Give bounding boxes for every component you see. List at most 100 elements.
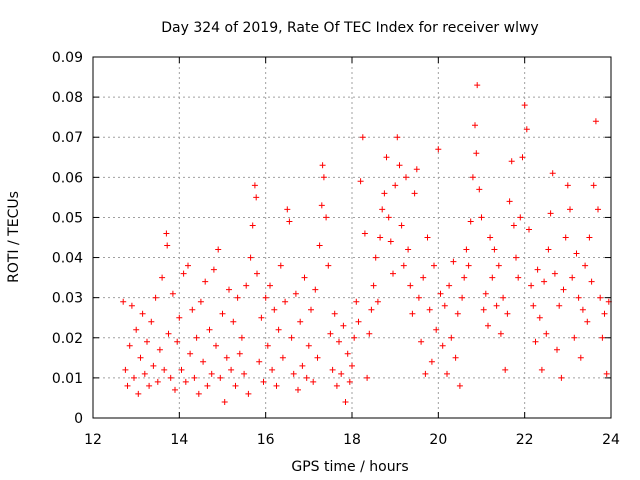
data-point bbox=[340, 322, 347, 329]
data-point bbox=[364, 374, 371, 381]
data-point bbox=[336, 338, 342, 345]
y-tick-label: 0.08 bbox=[52, 90, 83, 106]
data-point bbox=[355, 318, 362, 325]
data-point bbox=[387, 238, 394, 245]
data-point bbox=[213, 342, 219, 349]
data-point bbox=[567, 206, 573, 213]
data-point bbox=[571, 334, 578, 341]
y-tick-label: 0.03 bbox=[52, 291, 83, 307]
data-point bbox=[295, 386, 301, 393]
data-point bbox=[407, 282, 414, 289]
data-point bbox=[314, 354, 321, 361]
data-point bbox=[303, 374, 310, 381]
data-point bbox=[469, 174, 476, 181]
data-point bbox=[260, 378, 267, 385]
data-point bbox=[424, 234, 431, 241]
data-point bbox=[473, 150, 480, 157]
y-tick-label: 0.07 bbox=[52, 130, 83, 146]
data-point bbox=[459, 294, 466, 301]
data-point bbox=[422, 370, 429, 377]
data-point bbox=[519, 154, 526, 161]
x-tick-label: 14 bbox=[170, 432, 188, 448]
y-tick-label: 0.05 bbox=[52, 210, 83, 226]
data-point bbox=[318, 202, 325, 209]
data-point bbox=[489, 274, 496, 281]
data-point bbox=[431, 262, 437, 269]
data-point bbox=[169, 290, 176, 297]
data-point bbox=[253, 194, 260, 201]
axis-ticks: 0 0.01 0.02 0.03 0.04 0.05 0.06 0.07 0.08 0.09 12 1… bbox=[52, 50, 620, 448]
data-point bbox=[200, 358, 207, 365]
data-point bbox=[392, 182, 399, 189]
data-point bbox=[249, 222, 256, 229]
data-point bbox=[164, 242, 171, 249]
y-tick-label: 0.04 bbox=[52, 251, 83, 267]
data-point bbox=[135, 390, 142, 397]
data-point bbox=[413, 166, 420, 173]
data-point bbox=[187, 350, 194, 357]
data-point bbox=[409, 310, 416, 317]
data-point bbox=[444, 370, 450, 377]
data-point bbox=[316, 242, 323, 249]
data-point bbox=[174, 338, 181, 345]
data-point bbox=[279, 354, 286, 361]
data-point bbox=[342, 399, 349, 405]
data-point bbox=[331, 310, 338, 317]
data-point bbox=[504, 310, 511, 317]
data-point bbox=[191, 374, 198, 381]
data-point bbox=[221, 399, 228, 405]
data-point bbox=[241, 370, 248, 377]
data-point bbox=[131, 374, 137, 381]
data-point bbox=[379, 206, 386, 213]
data-point bbox=[398, 222, 405, 229]
data-point bbox=[493, 302, 500, 309]
data-point bbox=[586, 234, 593, 241]
data-point bbox=[551, 270, 558, 277]
data-point bbox=[320, 174, 327, 181]
data-point bbox=[584, 318, 591, 325]
data-point bbox=[172, 386, 178, 393]
data-point bbox=[454, 310, 461, 317]
data-point bbox=[482, 290, 489, 297]
data-point bbox=[230, 318, 237, 325]
data-point bbox=[485, 322, 491, 329]
x-tick-label: 18 bbox=[343, 432, 361, 448]
data-point bbox=[472, 122, 478, 129]
x-axis-label: GPS time / hours bbox=[291, 459, 408, 475]
data-point bbox=[251, 182, 258, 189]
data-point bbox=[390, 270, 396, 277]
data-point bbox=[139, 310, 146, 317]
data-point bbox=[396, 162, 403, 169]
data-point bbox=[128, 302, 135, 309]
data-point bbox=[277, 262, 284, 269]
data-point bbox=[370, 282, 377, 289]
y-tick-label: 0.06 bbox=[52, 170, 83, 186]
x-tick-label: 22 bbox=[516, 432, 534, 448]
x-tick-label: 16 bbox=[257, 432, 275, 448]
data-point bbox=[275, 326, 282, 333]
data-point bbox=[180, 270, 187, 277]
data-point bbox=[515, 274, 522, 281]
data-point bbox=[195, 390, 202, 397]
data-point bbox=[562, 234, 569, 241]
data-point bbox=[226, 286, 232, 293]
data-point bbox=[480, 306, 487, 313]
data-point bbox=[204, 382, 211, 389]
data-point bbox=[456, 382, 463, 389]
data-point bbox=[349, 362, 355, 369]
data-point bbox=[467, 218, 474, 225]
data-point bbox=[152, 294, 159, 301]
data-point bbox=[536, 314, 543, 321]
data-point bbox=[176, 314, 183, 321]
data-point bbox=[167, 374, 174, 381]
data-point bbox=[433, 326, 440, 333]
data-point bbox=[476, 186, 483, 193]
data-point bbox=[156, 346, 163, 353]
data-point bbox=[238, 334, 245, 341]
data-point bbox=[538, 366, 545, 373]
data-point bbox=[262, 294, 269, 301]
data-point bbox=[377, 234, 384, 241]
data-point bbox=[592, 118, 599, 125]
data-point bbox=[297, 318, 304, 325]
